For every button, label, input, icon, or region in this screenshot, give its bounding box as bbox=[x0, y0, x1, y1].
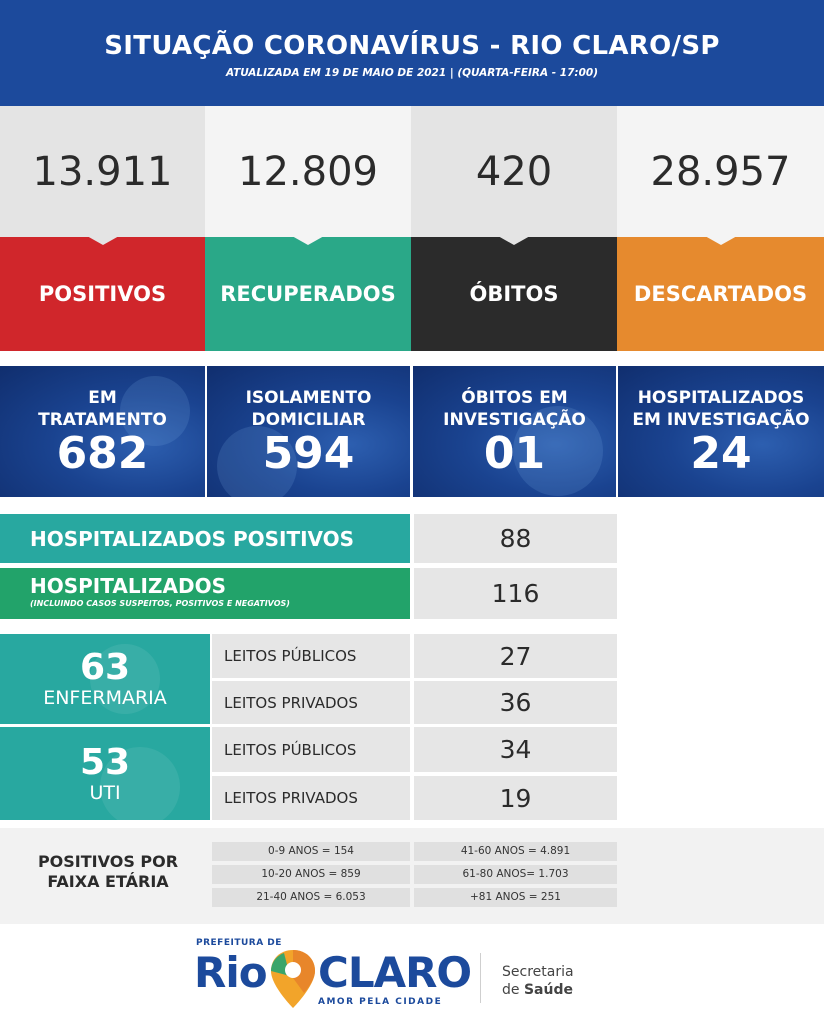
hospitalizados-label: HOSPITALIZADOS bbox=[30, 574, 226, 598]
enfermaria-value: 63 bbox=[79, 647, 131, 688]
virus-decoration bbox=[513, 406, 603, 496]
age-cell: +81 ANOS = 251 bbox=[414, 888, 617, 907]
positivos-label-box: POSITIVOS bbox=[0, 236, 205, 351]
positivos-value: 13.911 bbox=[32, 148, 173, 195]
virus-decoration bbox=[217, 426, 297, 497]
positivos-value-box: 13.911 bbox=[0, 106, 205, 237]
uti-publicos-value-box: 34 bbox=[414, 727, 617, 772]
age-title-line-2: FAIXA ETÁRIA bbox=[47, 872, 169, 891]
saude-prefix: de bbox=[502, 982, 520, 998]
em-tratamento-label-1: EM bbox=[88, 387, 117, 408]
page-title: SITUAÇÃO CORONAVÍRUS - RIO CLARO/SP bbox=[104, 31, 720, 61]
isolamento-box: ISOLAMENTO DOMICILIAR 594 bbox=[207, 366, 410, 497]
prefeitura-text: PREFEITURA DE bbox=[196, 938, 282, 948]
age-cell: 21-40 ANOS = 6.053 bbox=[212, 888, 410, 907]
descartados-label-box: DESCARTADOS bbox=[617, 236, 824, 351]
enfermaria-label: ENFERMARIA bbox=[43, 687, 167, 709]
notch-arrow bbox=[704, 236, 737, 245]
em-tratamento-value: 682 bbox=[56, 427, 149, 479]
obitos-label: ÓBITOS bbox=[469, 282, 559, 306]
hospitalizados-value: 116 bbox=[491, 579, 540, 608]
age-cell: 0-9 ANOS = 154 bbox=[212, 842, 410, 861]
age-section bbox=[0, 828, 824, 924]
descartados-label: DESCARTADOS bbox=[633, 282, 808, 306]
update-date: ATUALIZADA EM 19 DE MAIO DE 2021 | (QUAR… bbox=[225, 67, 599, 79]
uti-privados-label: LEITOS PRIVADOS bbox=[224, 789, 358, 807]
virus-decoration bbox=[90, 644, 160, 714]
footer-divider bbox=[480, 953, 481, 1003]
enfermaria-privados-value: 36 bbox=[499, 688, 532, 717]
uti-publicos-label: LEITOS PÚBLICOS bbox=[224, 740, 357, 759]
enfermaria-publicos-label-box: LEITOS PÚBLICOS bbox=[212, 634, 410, 678]
hospitalizados-label-box: HOSPITALIZADOS (INCLUINDO CASOS SUSPEITO… bbox=[0, 568, 410, 619]
hospitalizados-investigacao-box: HOSPITALIZADOS EM INVESTIGAÇÃO 24 bbox=[618, 366, 824, 497]
hospitalizados-positivos-label-box: HOSPITALIZADOS POSITIVOS bbox=[0, 514, 410, 563]
isolamento-value: 594 bbox=[262, 427, 355, 479]
uti-label: UTI bbox=[89, 781, 121, 804]
hospitalizados-investigacao-label-1: HOSPITALIZADOS bbox=[637, 387, 805, 408]
age-cell: 41-60 ANOS = 4.891 bbox=[414, 842, 617, 861]
enfermaria-privados-label: LEITOS PRIVADOS bbox=[224, 693, 358, 712]
hospitalizados-note: (INCLUINDO CASOS SUSPEITOS, POSITIVOS E … bbox=[30, 599, 290, 608]
hospitalizados-value-box: 116 bbox=[414, 568, 617, 619]
header-banner: SITUAÇÃO CORONAVÍRUS - RIO CLARO/SP ATUA… bbox=[0, 0, 824, 106]
logo-claro-text: CLARO bbox=[318, 948, 472, 997]
enfermaria-box: 63 ENFERMARIA bbox=[0, 634, 210, 724]
uti-privados-label-box: LEITOS PRIVADOS bbox=[212, 776, 410, 820]
hospitalizados-investigacao-label-2: EM INVESTIGAÇÃO bbox=[632, 409, 810, 430]
obitos-investigacao-label-1: ÓBITOS EM bbox=[461, 387, 568, 408]
obitos-value: 420 bbox=[475, 148, 553, 195]
em-tratamento-label-2: TRATAMENTO bbox=[38, 409, 167, 430]
obitos-investigacao-label-2: INVESTIGAÇÃO bbox=[443, 409, 586, 430]
descartados-value: 28.957 bbox=[650, 148, 791, 195]
enfermaria-publicos-label: LEITOS PÚBLICOS bbox=[224, 647, 357, 665]
age-title-line-1: POSITIVOS POR bbox=[37, 852, 179, 871]
recuperados-label-box: RECUPERADOS bbox=[205, 236, 411, 351]
hospitalizados-positivos-value-box: 88 bbox=[414, 514, 617, 563]
virus-decoration bbox=[100, 747, 180, 820]
enfermaria-privados-value-box: 36 bbox=[414, 681, 617, 724]
recuperados-value: 12.809 bbox=[238, 148, 378, 195]
secretaria-text: Secretaria bbox=[502, 964, 574, 980]
age-title: POSITIVOS POR FAIXA ETÁRIA bbox=[18, 852, 198, 892]
obitos-investigacao-value: 01 bbox=[483, 427, 546, 479]
uti-publicos-value: 34 bbox=[499, 735, 532, 764]
obitos-label-box: ÓBITOS bbox=[411, 236, 617, 351]
hospitalizados-investigacao-value: 24 bbox=[690, 427, 752, 479]
recuperados-label: RECUPERADOS bbox=[220, 282, 396, 306]
uti-publicos-label-box: LEITOS PÚBLICOS bbox=[212, 727, 410, 772]
uti-privados-value: 19 bbox=[499, 783, 532, 813]
virus-decoration bbox=[120, 376, 190, 446]
uti-box: 53 UTI bbox=[0, 727, 210, 820]
hospitalizados-positivos-value: 88 bbox=[499, 524, 532, 553]
uti-privados-value-box: 19 bbox=[414, 776, 617, 820]
age-cell: 10-20 ANOS = 859 bbox=[212, 865, 410, 884]
notch-arrow bbox=[498, 236, 530, 245]
enfermaria-publicos-value-box: 27 bbox=[414, 634, 617, 678]
obitos-investigacao-box: ÓBITOS EM INVESTIGAÇÃO 01 bbox=[413, 366, 616, 497]
age-cell: 61-80 ANOS= 1.703 bbox=[414, 865, 617, 884]
uti-value: 53 bbox=[79, 741, 131, 783]
notch-arrow bbox=[292, 236, 324, 245]
descartados-value-box: 28.957 bbox=[617, 106, 824, 237]
saude-text: de Saúde bbox=[502, 982, 573, 998]
isolamento-label-2: DOMICILIAR bbox=[251, 409, 366, 430]
hospitalizados-positivos-label: HOSPITALIZADOS POSITIVOS bbox=[30, 526, 355, 551]
logo-rio-text: Rio bbox=[194, 948, 268, 997]
map-pin-logo-icon bbox=[271, 950, 315, 1008]
enfermaria-publicos-value: 27 bbox=[499, 641, 532, 671]
slogan-text: AMOR PELA CIDADE bbox=[318, 997, 443, 1007]
em-tratamento-box: EM TRATAMENTO 682 bbox=[0, 366, 205, 497]
positivos-label: POSITIVOS bbox=[38, 282, 167, 306]
obitos-value-box: 420 bbox=[411, 106, 617, 237]
recuperados-value-box: 12.809 bbox=[205, 106, 411, 237]
notch-arrow bbox=[86, 236, 119, 245]
saude-bold: Saúde bbox=[523, 982, 573, 998]
enfermaria-privados-label-box: LEITOS PRIVADOS bbox=[212, 681, 410, 724]
isolamento-label-1: ISOLAMENTO bbox=[245, 387, 372, 408]
